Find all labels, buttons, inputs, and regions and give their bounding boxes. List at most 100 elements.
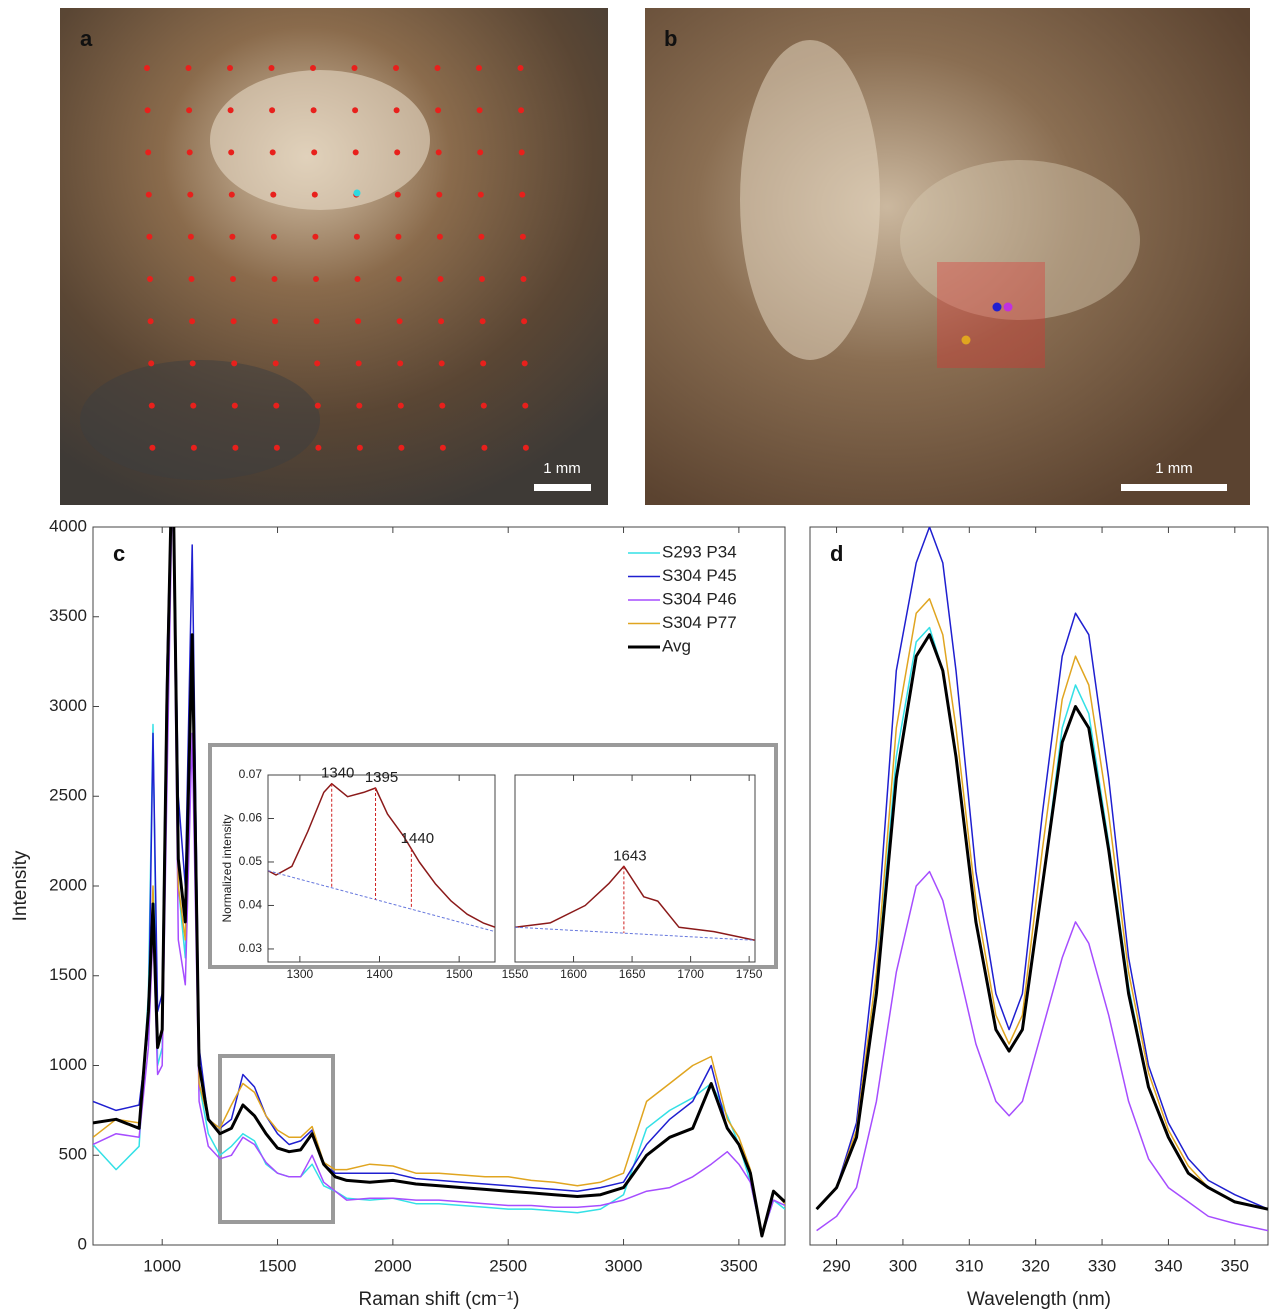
x-tick-label: 310 [955,1256,983,1275]
measure-point [395,192,401,198]
measure-point [396,276,402,282]
x-tick-label: 1550 [502,967,529,981]
measure-point [186,65,192,71]
peak-label: 1440 [401,830,434,847]
x-tick-label: 1750 [736,967,763,981]
measure-point [273,360,279,366]
measure-point [440,445,446,451]
legend-label: S304 P77 [662,613,737,632]
measure-point [519,192,525,198]
mineral-patch [210,70,430,210]
measure-point [274,445,280,451]
measure-point [993,303,1002,312]
measure-point [271,234,277,240]
x-axis-label: Wavelength (nm) [967,1289,1111,1310]
measure-point [435,65,441,71]
x-tick-label: 350 [1221,1256,1249,1275]
measure-point [148,360,154,366]
legend-label: S293 P34 [662,542,737,561]
measure-point [148,318,154,324]
measure-point [231,360,237,366]
y-tick-label: 1000 [49,1055,87,1074]
measure-point [191,445,197,451]
y-axis-label: Normalized intensity [220,814,234,922]
scale-bar [1121,484,1227,491]
measure-point [438,318,444,324]
panel-label: a [80,26,93,51]
measure-point [149,403,155,409]
panel-label: b [664,26,677,51]
x-tick-label: 1400 [366,967,393,981]
measure-point [477,107,483,113]
y-tick-label: 1500 [49,965,87,984]
peak-label: 1395 [365,769,398,786]
measure-point [187,149,193,155]
x-tick-label: 320 [1021,1256,1049,1275]
measure-point [478,234,484,240]
legend-label: Avg [662,636,691,655]
legend-label: S304 P45 [662,566,737,585]
measure-point [439,360,445,366]
measure-point [436,149,442,155]
measure-point [397,360,403,366]
x-tick-label: 1700 [677,967,704,981]
measure-point [355,276,361,282]
measure-point [229,192,235,198]
measure-point [231,318,237,324]
measure-point [439,403,445,409]
measure-point [397,318,403,324]
measure-point [312,192,318,198]
measure-point [146,234,152,240]
y-tick-label: 2500 [49,786,87,805]
plot-area [817,527,1268,1231]
measure-point [518,65,524,71]
y-tick-label: 3000 [49,696,87,715]
measure-point [353,149,359,155]
measure-point [480,360,486,366]
y-tick-label: 0 [78,1234,87,1253]
measure-point [354,190,361,197]
measure-point [232,445,238,451]
x-tick-label: 330 [1088,1256,1116,1275]
x-tick-label: 2000 [374,1256,412,1275]
measure-point [314,360,320,366]
measure-point [438,276,444,282]
measure-point [147,276,153,282]
measure-point [521,318,527,324]
measure-point [228,149,234,155]
measure-point [398,445,404,451]
measure-point [230,276,236,282]
measure-point [190,360,196,366]
measure-point [395,234,401,240]
measure-point [398,403,404,409]
scale-bar-label: 1 mm [1155,460,1193,477]
panel-label: c [113,541,125,566]
measure-point [521,276,527,282]
measure-point [355,318,361,324]
photo-b: b 1 mm [645,8,1250,505]
mineral-patch [740,40,880,360]
measure-point [315,445,321,451]
measure-point [269,107,275,113]
x-tick-label: 340 [1154,1256,1182,1275]
measure-point [315,403,321,409]
measure-point [189,276,195,282]
x-tick-label: 1000 [143,1256,181,1275]
scale-bar-label: 1 mm [543,460,581,477]
measure-point [478,192,484,198]
measure-point [518,107,524,113]
measure-point [479,276,485,282]
measure-point [522,360,528,366]
measure-point [313,276,319,282]
measure-point [519,149,525,155]
measure-point [476,65,482,71]
measure-point [357,445,363,451]
measure-point [311,107,317,113]
legend-label: S304 P46 [662,589,737,608]
y-tick-label: 4000 [49,516,87,535]
measure-point [149,445,155,451]
measure-point [394,149,400,155]
measure-point [272,318,278,324]
measure-point [229,234,235,240]
measure-point [481,403,487,409]
